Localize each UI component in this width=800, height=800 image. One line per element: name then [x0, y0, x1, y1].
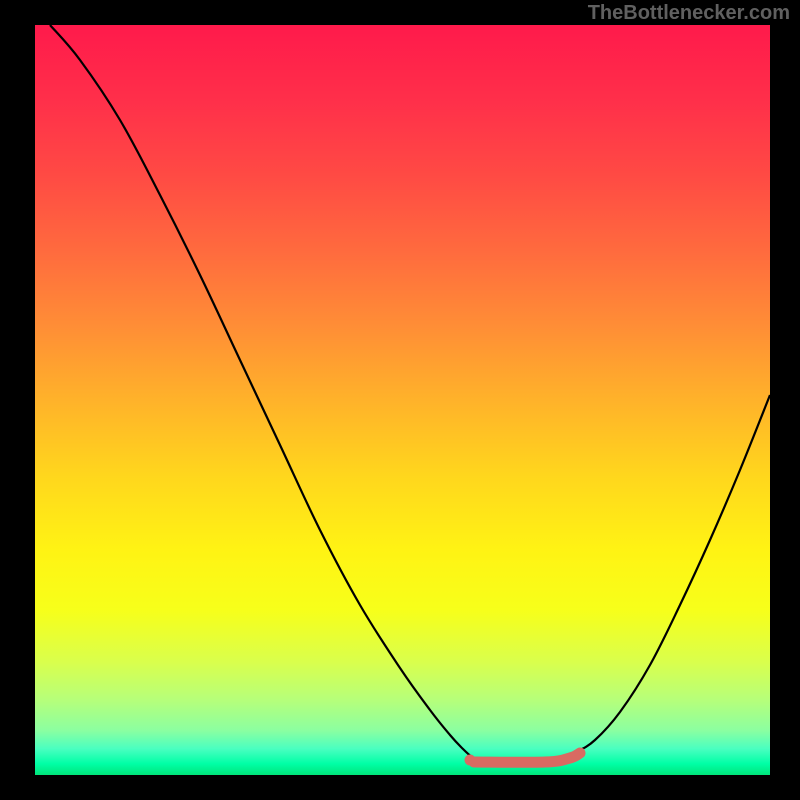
optimal-range-start-dot: [465, 755, 476, 766]
attribution-text: TheBottlenecker.com: [588, 2, 790, 25]
frame-bottom: [0, 775, 800, 800]
chart-svg: [0, 0, 800, 800]
chart-container: TheBottlenecker.com: [0, 0, 800, 800]
frame-right: [770, 0, 800, 800]
plot-background: [35, 25, 770, 775]
frame-left: [0, 0, 35, 800]
